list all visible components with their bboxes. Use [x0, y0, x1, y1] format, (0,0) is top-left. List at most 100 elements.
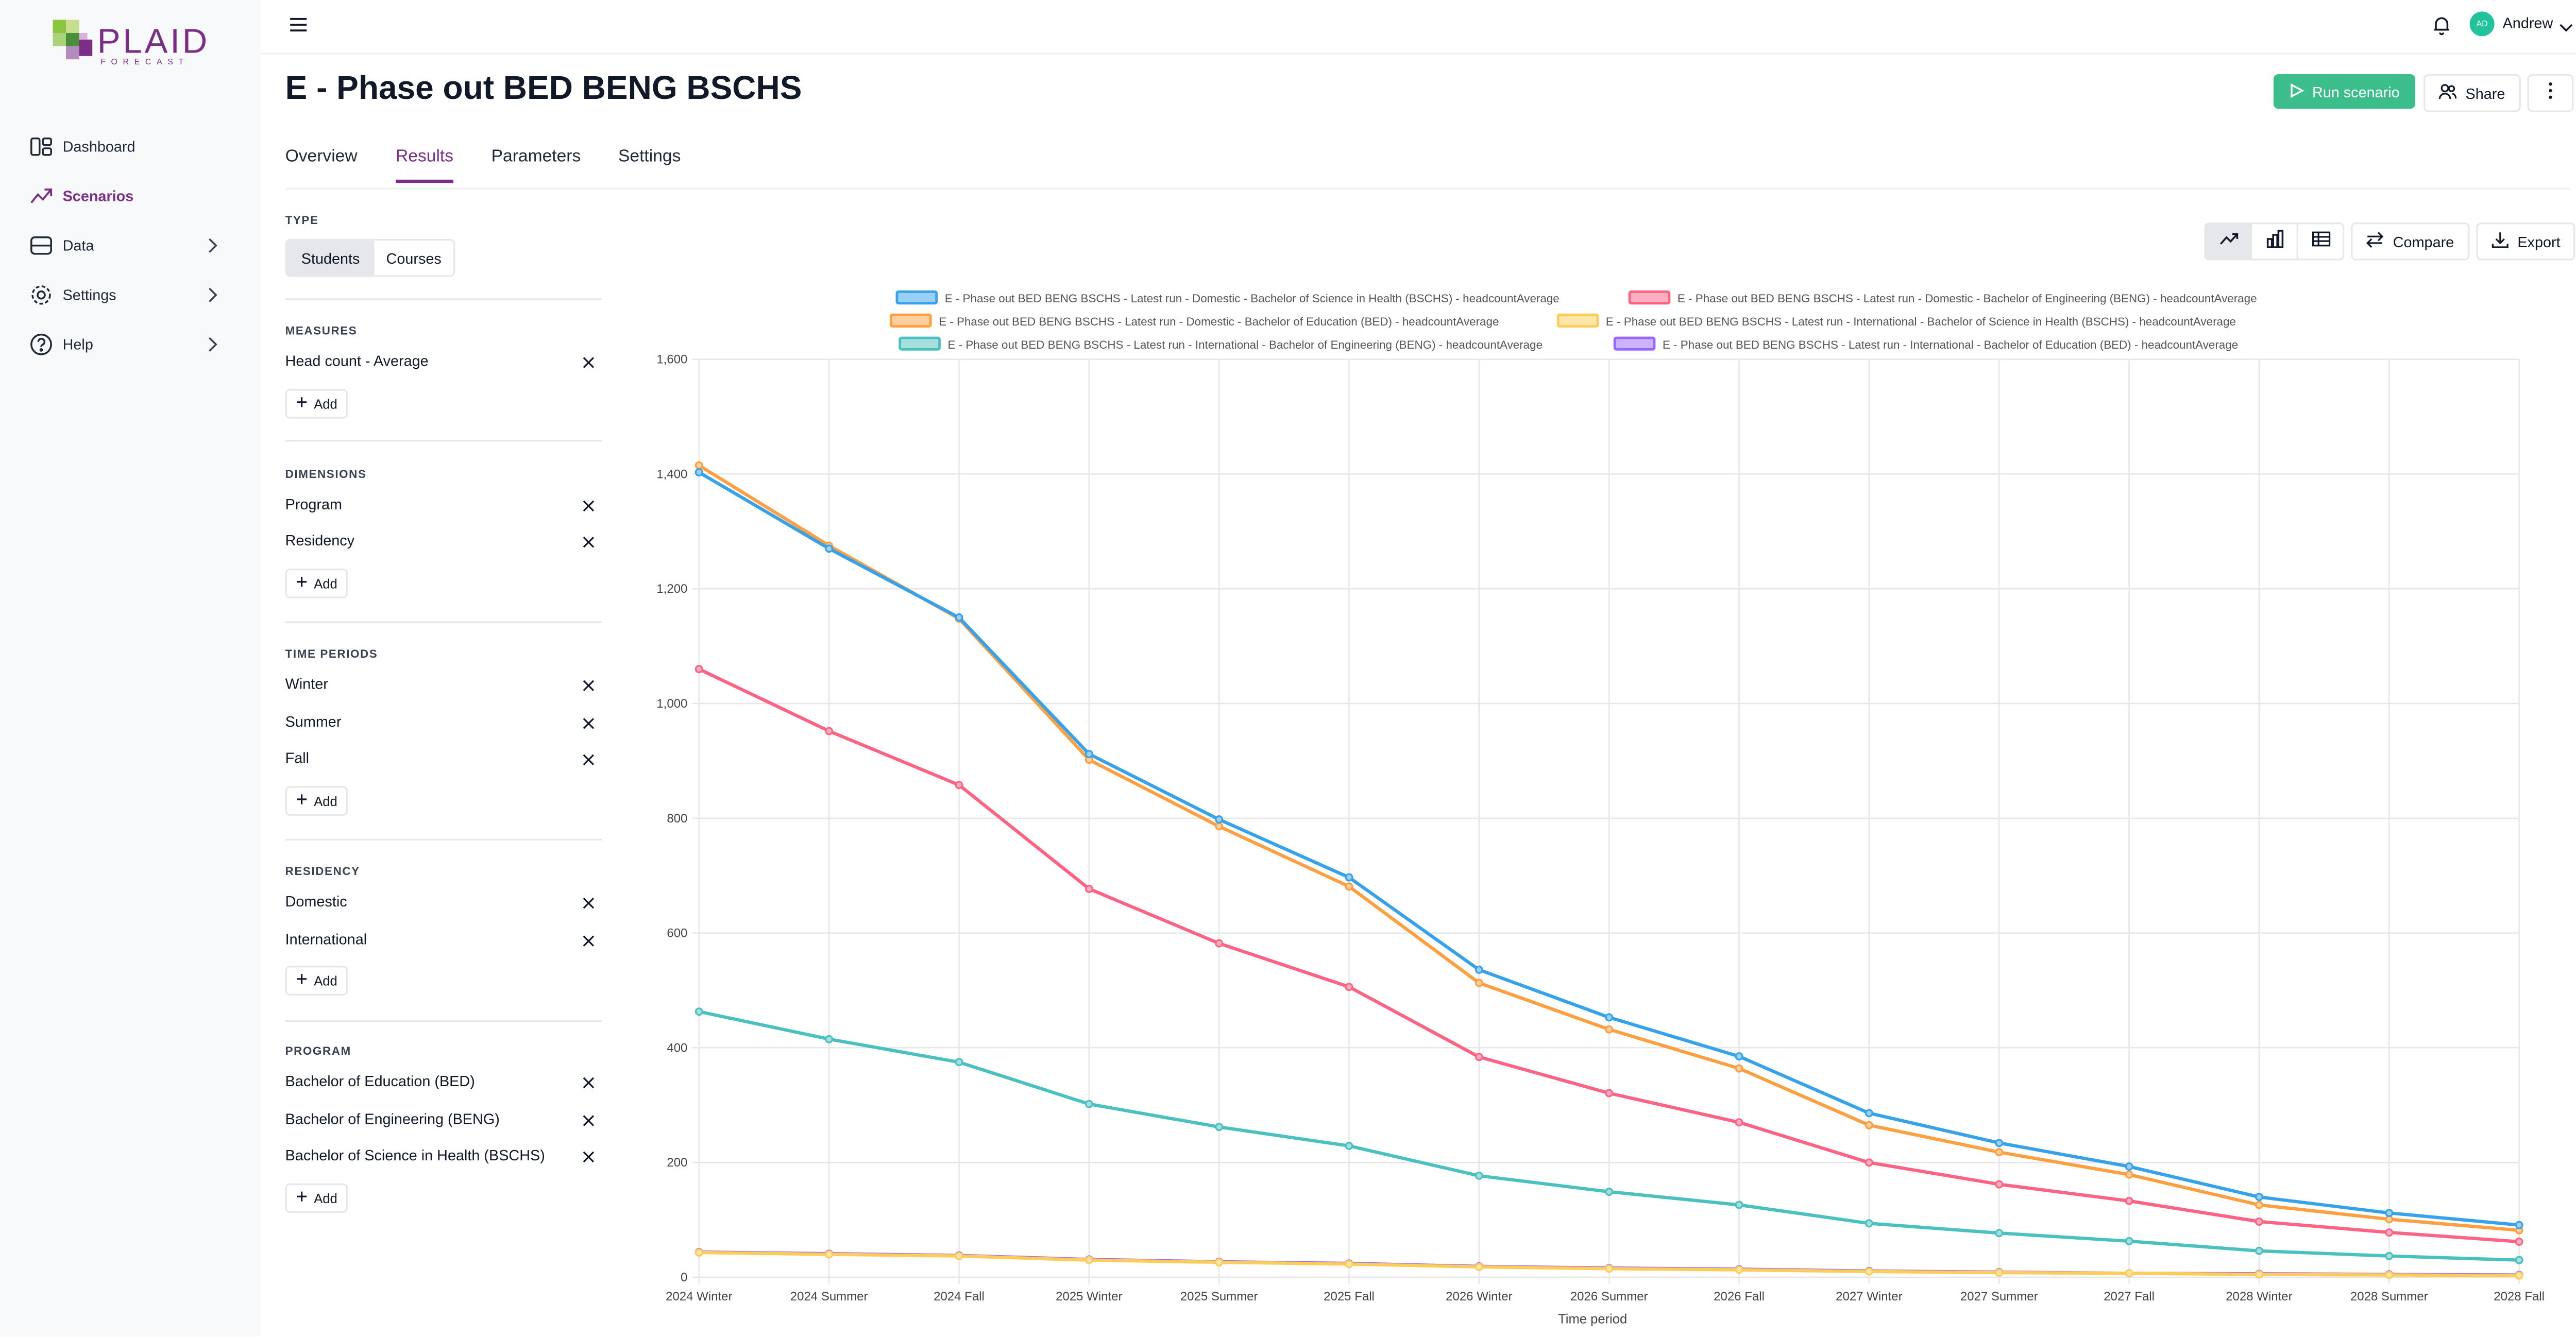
swap-icon: [2367, 231, 2385, 252]
legend-label: E - Phase out BED BENG BSCHS - Latest ru…: [945, 292, 1560, 305]
data-point: [825, 1035, 834, 1043]
close-icon[interactable]: [580, 1149, 597, 1165]
avatar[interactable]: AD: [2469, 11, 2495, 37]
add-dimension-button[interactable]: Add: [285, 569, 348, 598]
divider: [285, 621, 602, 623]
data-point: [694, 1007, 703, 1016]
compare-button[interactable]: Compare: [2351, 222, 2470, 261]
data-point: [1345, 1260, 1353, 1269]
x-tick-label: 2025 Winter: [1056, 1290, 1122, 1304]
export-button[interactable]: Export: [2476, 222, 2575, 261]
tab-parameters[interactable]: Parameters: [491, 146, 581, 167]
close-icon[interactable]: [580, 715, 597, 732]
close-icon[interactable]: [580, 1112, 597, 1129]
data-point: [1475, 979, 1483, 987]
program-label: Bachelor of Engineering (BENG): [285, 1110, 500, 1127]
type-segmented-control: Students Courses: [285, 239, 455, 277]
topbar: AD Andrew: [260, 0, 2576, 55]
data-point: [1995, 1139, 2004, 1147]
data-point: [1735, 1265, 1743, 1274]
plus-icon: [296, 1190, 309, 1206]
divider: [285, 440, 602, 442]
data-point: [1865, 1267, 1873, 1276]
measures-section-label: MEASURES: [285, 326, 358, 338]
chart-type-toggle: [2204, 222, 2345, 261]
y-tick-label: 1,200: [656, 582, 687, 596]
data-point: [694, 665, 703, 674]
legend-label: E - Phase out BED BENG BSCHS - Latest ru…: [1677, 292, 2257, 305]
close-icon[interactable]: [580, 534, 597, 551]
menu-icon[interactable]: [287, 13, 310, 37]
add-measure-button[interactable]: Add: [285, 389, 348, 419]
y-tick-label: 600: [667, 927, 687, 940]
divider: [285, 1020, 602, 1022]
data-point: [955, 1058, 963, 1067]
close-icon[interactable]: [580, 751, 597, 768]
page-title: E - Phase out BED BENG BSCHS: [285, 71, 802, 107]
close-icon[interactable]: [580, 895, 597, 912]
data-point: [1475, 1053, 1483, 1061]
tab-settings[interactable]: Settings: [618, 146, 681, 167]
share-label: Share: [2465, 84, 2505, 101]
bar-chart-button[interactable]: [2252, 224, 2298, 259]
run-scenario-button[interactable]: Run scenario: [2273, 74, 2415, 109]
time-period-label: Winter: [285, 676, 328, 692]
close-icon[interactable]: [580, 354, 597, 371]
y-tick-label: 1,600: [656, 353, 687, 367]
plaid-logo[interactable]: PLAID FORECAST: [53, 20, 217, 72]
add-program-button[interactable]: Add: [285, 1183, 348, 1213]
data-point: [825, 727, 834, 735]
y-tick-label: 1,000: [656, 697, 687, 711]
add-residency-button[interactable]: Add: [285, 966, 348, 996]
time-period-item: Winter: [285, 676, 602, 699]
data-point: [955, 781, 963, 790]
type-option-courses[interactable]: Courses: [374, 241, 453, 276]
users-icon: [2439, 82, 2458, 104]
data-point: [1084, 1256, 1093, 1264]
sidebar-item-dashboard[interactable]: Dashboard: [30, 130, 231, 163]
user-name[interactable]: Andrew: [2502, 14, 2553, 31]
sidebar-item-scenarios[interactable]: Scenarios: [30, 180, 231, 213]
data-point: [1084, 884, 1093, 893]
data-point: [955, 613, 963, 622]
add-label: Add: [314, 973, 337, 988]
chevron-down-icon[interactable]: [2557, 15, 2575, 33]
share-button[interactable]: Share: [2424, 74, 2521, 112]
close-icon[interactable]: [580, 1074, 597, 1091]
tab-results[interactable]: Results: [396, 147, 454, 183]
legend-label: E - Phase out BED BENG BSCHS - Latest ru…: [939, 315, 1499, 328]
x-tick-label: 2028 Summer: [2350, 1290, 2428, 1304]
more-options-button[interactable]: [2527, 74, 2574, 112]
sidebar-item-data[interactable]: Data: [30, 229, 231, 262]
brand-name: PLAID: [97, 23, 210, 61]
compare-label: Compare: [2393, 233, 2454, 250]
close-icon[interactable]: [580, 933, 597, 949]
data-point: [2515, 1221, 2523, 1229]
table-view-button[interactable]: [2298, 224, 2343, 259]
x-tick-label: 2028 Fall: [2494, 1290, 2545, 1304]
bell-icon[interactable]: [2430, 13, 2453, 37]
tab-overview[interactable]: Overview: [285, 146, 358, 167]
program-label: Bachelor of Education (BED): [285, 1073, 475, 1090]
legend-swatch: [899, 336, 941, 351]
y-tick-label: 400: [667, 1041, 687, 1055]
x-tick-label: 2025 Fall: [1324, 1290, 1375, 1304]
time-periods-section-label: TIME PERIODS: [285, 649, 378, 661]
divider: [285, 298, 602, 300]
data-point: [1865, 1109, 1873, 1118]
x-tick-label: 2024 Winter: [666, 1290, 732, 1304]
data-point: [1215, 822, 1224, 831]
close-icon[interactable]: [580, 498, 597, 514]
close-icon[interactable]: [580, 677, 597, 694]
time-period-item: Fall: [285, 750, 602, 773]
export-label: Export: [2517, 233, 2561, 250]
data-point: [2385, 1252, 2394, 1260]
sidebar-item-settings[interactable]: Settings: [30, 279, 231, 312]
tab-bar: Overview Results Parameters Settings: [285, 142, 2570, 190]
add-time-period-button[interactable]: Add: [285, 786, 348, 816]
line-chart-button[interactable]: [2206, 224, 2252, 259]
database-icon: [30, 234, 53, 257]
type-option-students[interactable]: Students: [286, 241, 375, 276]
sidebar-item-help[interactable]: Help: [30, 328, 231, 361]
data-point: [2255, 1217, 2263, 1226]
